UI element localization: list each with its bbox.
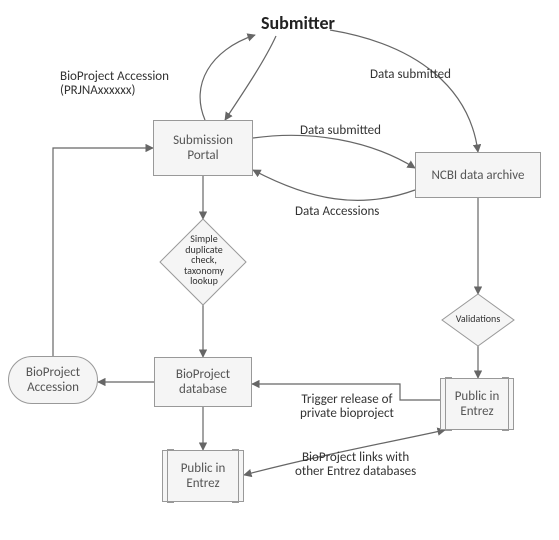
node-entrez-right-label: Public in Entrez xyxy=(451,389,503,419)
node-submitter-label: Submitter xyxy=(261,12,335,34)
label-data-accessions: Data Accessions xyxy=(295,205,379,219)
edge-submitter-to-sub xyxy=(225,36,276,120)
node-bioproject-db: BioProject database xyxy=(154,357,252,407)
node-accession-label: BioProject Accession xyxy=(19,365,87,395)
label-bp-accession: BioProject Accession (PRJNAxxxxxx) xyxy=(60,70,169,99)
edge-ncbi-to-sub xyxy=(253,170,415,200)
label-data-submitted-mid: Data submitted xyxy=(300,124,381,138)
node-entrez-right: Public in Entrez xyxy=(440,378,514,430)
edge-sub-to-submitter xyxy=(200,35,255,120)
node-ncbi-label: NCBI data archive xyxy=(432,168,525,183)
node-submission-portal: Submission Portal xyxy=(153,120,253,176)
edge-sub-to-ncbi xyxy=(253,135,415,168)
node-validations-label: Validations xyxy=(438,313,518,324)
node-submitter: Submitter xyxy=(243,12,353,34)
label-data-submitted-top: Data submitted xyxy=(370,68,451,82)
node-entrez-left: Public in Entrez xyxy=(162,450,244,502)
node-dupcheck-label: Simple duplicate check, taxonomy lookup xyxy=(161,234,247,287)
label-bp-links: BioProject links with other Entrez datab… xyxy=(295,451,416,480)
node-ncbi-archive: NCBI data archive xyxy=(415,152,541,198)
node-bpdb-label: BioProject database xyxy=(159,367,247,397)
node-entrez-left-label: Public in Entrez xyxy=(173,461,233,491)
node-accession: BioProject Accession xyxy=(8,356,98,404)
edge-accession-loop xyxy=(53,148,153,356)
label-trigger-release: Trigger release of private bioproject xyxy=(300,393,394,422)
node-submission-label: Submission Portal xyxy=(158,133,248,163)
